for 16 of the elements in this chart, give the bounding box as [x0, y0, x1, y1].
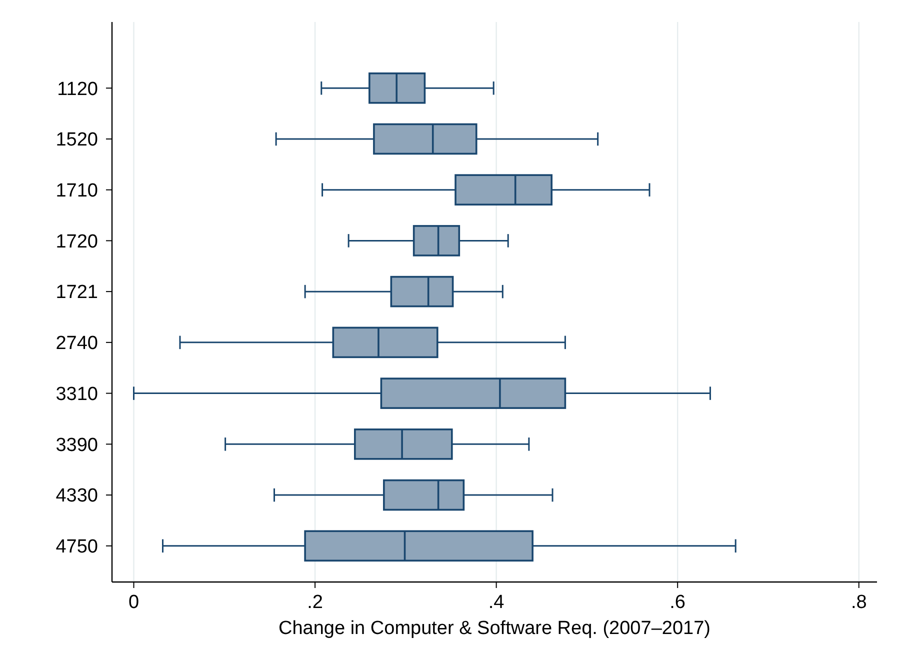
y-tick-label: 3310: [56, 384, 98, 405]
y-tick-label: 1120: [57, 78, 98, 100]
y-tick-label: 1720: [56, 231, 98, 252]
y-tick-label: 2740: [56, 333, 98, 354]
y-tick-label: 4330: [56, 486, 98, 507]
y-tick-label: 3390: [56, 434, 98, 456]
x-tick-label: .2: [307, 592, 323, 613]
x-tick-label: .6: [670, 592, 686, 613]
y-tick-label: 4750: [56, 536, 98, 558]
x-tick-label: .4: [488, 592, 505, 613]
x-tick-label: .8: [850, 592, 867, 613]
y-tick-label: 1520: [56, 130, 98, 151]
y-tick-label: 1721: [56, 282, 98, 304]
x-tick-label: 0: [128, 592, 140, 613]
x-axis-title: Change in Computer & Software Req. (2007–2017): [278, 618, 710, 639]
y-tick-label: 1710: [56, 180, 98, 202]
